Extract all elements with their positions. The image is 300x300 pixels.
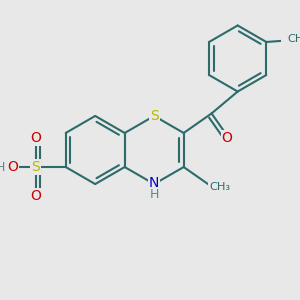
Text: S: S <box>150 109 159 123</box>
Text: O: O <box>7 160 18 174</box>
Text: O: O <box>222 131 232 145</box>
Text: S: S <box>32 160 40 174</box>
Text: H: H <box>0 160 5 173</box>
Text: O: O <box>30 189 41 203</box>
Text: H: H <box>149 188 159 201</box>
Text: O: O <box>30 131 41 145</box>
Text: N: N <box>149 176 159 190</box>
Text: CH₃: CH₃ <box>209 182 230 192</box>
Text: CH₃: CH₃ <box>287 34 300 44</box>
